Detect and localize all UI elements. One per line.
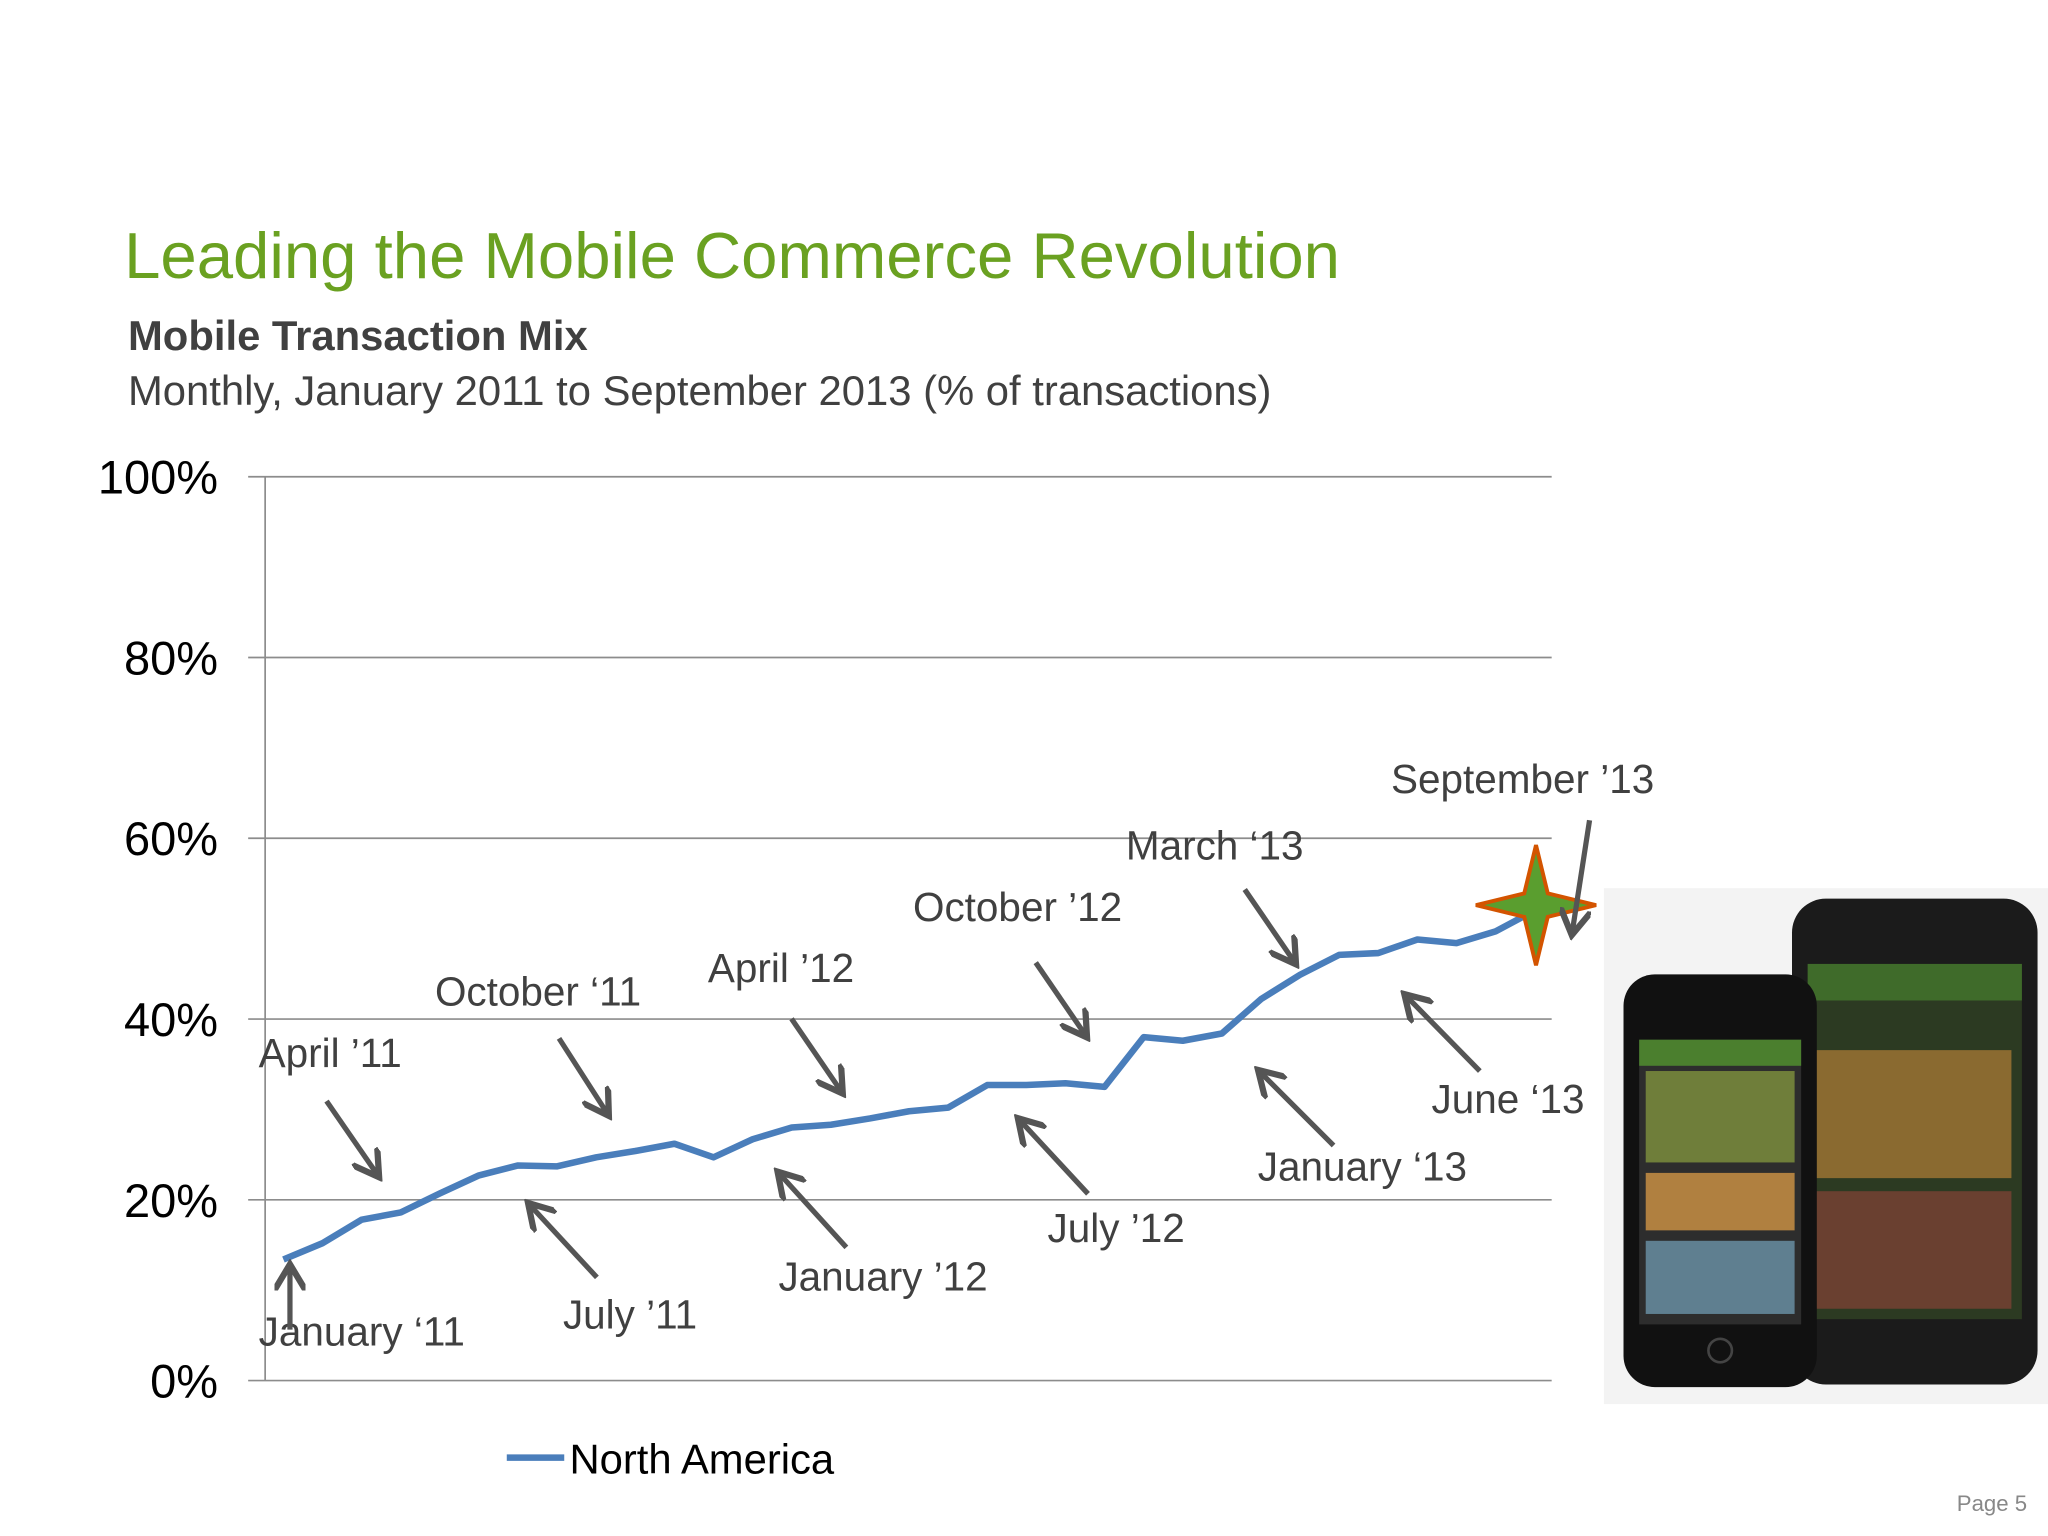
y-tick-label: 20%	[124, 1174, 218, 1227]
legend-label: North America	[569, 1435, 834, 1482]
annotation: March ‘13	[1126, 822, 1304, 868]
y-tick-label: 100%	[98, 451, 218, 504]
phone-photo	[1645, 1172, 1795, 1231]
phone-header	[1807, 963, 2022, 1001]
y-tick-label: 0%	[150, 1355, 218, 1408]
annotation: September ’13	[1391, 756, 1654, 802]
annotation: April ’11	[259, 1030, 402, 1076]
highlight-star	[1475, 844, 1597, 966]
page-number: Page 5	[1957, 1491, 2027, 1516]
phone-photo	[1645, 1240, 1795, 1314]
data-line	[282, 907, 1537, 1263]
y-tick-label: 40%	[124, 993, 218, 1046]
annotation-arrow	[556, 1036, 606, 1111]
chart-title: Mobile Transaction Mix	[128, 312, 588, 359]
annotation-arrow	[1262, 1074, 1336, 1148]
annotation: July ’11	[563, 1291, 697, 1337]
phone-header	[1639, 1039, 1802, 1066]
phone-photo	[1815, 1191, 2012, 1309]
slide-title: Leading the Mobile Commerce Revolution	[124, 219, 1340, 292]
phone-photo	[1645, 1071, 1795, 1163]
annotation: October ‘11	[435, 969, 641, 1015]
annotation-arrow	[1021, 1122, 1090, 1196]
annotation-arrow	[789, 1017, 840, 1090]
phone-button	[1707, 1337, 1734, 1364]
annotation-arrow	[1033, 961, 1084, 1034]
annotation: April ’12	[708, 945, 854, 991]
phone-images	[1603, 888, 2048, 1405]
y-tick-label: 60%	[124, 812, 218, 865]
annotation: June ‘13	[1432, 1076, 1585, 1122]
annotation: January ‘11	[259, 1308, 465, 1354]
annotation-arrow	[324, 1099, 377, 1173]
annotation-arrow	[532, 1207, 599, 1280]
annotation: January ’12	[778, 1253, 987, 1299]
annotation-arrow	[1242, 887, 1293, 960]
annotation-arrow	[1573, 819, 1593, 930]
chart-subtitle: Monthly, January 2011 to September 2013 …	[128, 367, 1271, 414]
phone-photo	[1815, 1050, 2012, 1179]
annotation: July ’12	[1048, 1205, 1185, 1251]
y-tick-label: 80%	[124, 631, 218, 684]
annotation: October ’12	[913, 884, 1122, 930]
annotation: January ‘13	[1258, 1144, 1467, 1190]
annotation-arrow	[781, 1176, 849, 1250]
annotation-arrow	[1408, 998, 1482, 1073]
